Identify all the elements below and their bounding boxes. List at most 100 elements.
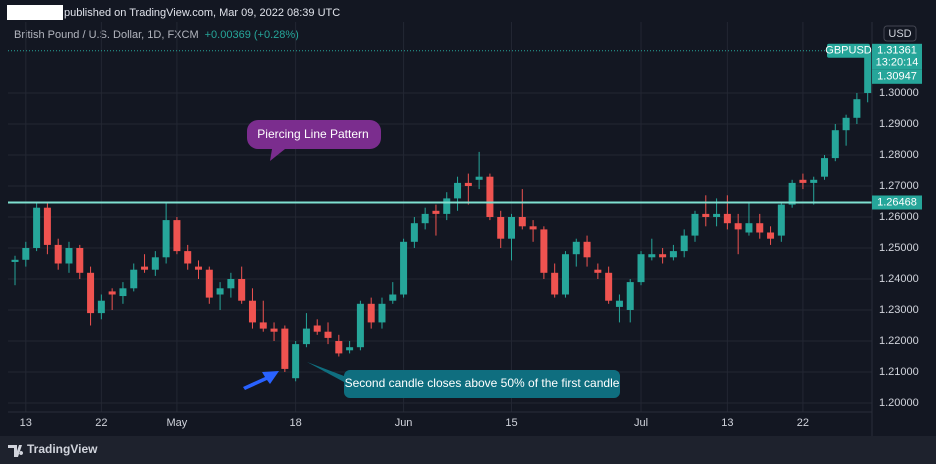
candle-body [756, 223, 764, 233]
y-tick-label: 1.28000 [879, 149, 919, 161]
candle-body [216, 288, 224, 295]
candle-body [702, 213, 710, 217]
y-tick-label: 1.23000 [879, 304, 919, 316]
candle-body [626, 282, 634, 311]
candle-body [540, 229, 548, 273]
candle-body [367, 303, 375, 323]
candle-body [410, 223, 418, 242]
candle-body [551, 272, 559, 295]
candle-body [97, 300, 105, 314]
y-tick-label: 1.24000 [879, 273, 919, 285]
candle-body [508, 217, 516, 239]
callout-text: Piercing Line Pattern [257, 127, 368, 141]
candle-body [389, 294, 397, 301]
candle-body [130, 269, 138, 289]
candle-body [432, 210, 440, 214]
candle-body [313, 325, 321, 332]
candle-body [238, 279, 246, 301]
candle-body [529, 226, 537, 230]
candle-body [22, 248, 30, 260]
candle-body [54, 244, 62, 264]
candle-body [572, 241, 580, 255]
candle-body [454, 182, 462, 199]
candle-body [356, 303, 364, 348]
candle-body [594, 269, 602, 273]
footer-logo [8, 445, 24, 457]
candle-body [33, 207, 41, 249]
footer-brand: TradingView [27, 442, 98, 456]
y-tick-label: 1.27000 [879, 180, 919, 192]
candle-body [162, 220, 170, 258]
symbol-text: British Pound / U.S. Dollar, 1D, FXCM [14, 29, 199, 41]
candle-body [248, 300, 256, 323]
candle-body [723, 213, 731, 224]
candle-body [821, 158, 829, 177]
last-price-label: 1.31361 [877, 45, 917, 57]
x-tick-label: 15 [505, 417, 517, 429]
candle-body [767, 232, 775, 239]
candle-body [777, 204, 785, 236]
candle-body [400, 241, 408, 295]
candle-body [475, 176, 483, 180]
y-tick-label: 1.25000 [879, 242, 919, 254]
candle-body [853, 99, 861, 118]
x-tick-label: 22 [95, 417, 107, 429]
candle-body [745, 223, 753, 233]
candle-body [605, 272, 613, 301]
level-label: 1.26468 [877, 196, 917, 208]
candle-body [76, 248, 84, 273]
symbol-label-box [827, 43, 870, 58]
candle-body [281, 328, 289, 369]
candle-body [464, 182, 472, 186]
candle-body [87, 272, 95, 314]
candle-body [205, 269, 213, 298]
candle-body [108, 291, 116, 295]
candle-body [518, 217, 526, 227]
countdown-label: 13:20:14 [876, 57, 919, 69]
candle-body [302, 328, 310, 345]
candle-body [141, 266, 149, 270]
candle-body [324, 331, 332, 338]
published-text: published on TradingView.com, Mar 09, 20… [64, 7, 340, 19]
candle-body [799, 179, 807, 183]
candle-body [497, 217, 505, 239]
x-tick-label: Jul [634, 417, 648, 429]
candle-body [259, 322, 267, 329]
last-price-box [872, 43, 922, 70]
y-tick-label: 1.26000 [879, 211, 919, 223]
candle-body [443, 198, 451, 214]
candle-body [151, 257, 159, 270]
y-tick-label: 1.30000 [879, 87, 919, 99]
candle-body [810, 179, 818, 183]
callout-text: Second candle closes above 50% of the fi… [345, 376, 620, 390]
candle-body [173, 220, 181, 252]
candle-body [788, 182, 796, 205]
candle-body [691, 213, 699, 236]
candle-body [615, 300, 623, 307]
candle-body [270, 328, 278, 332]
candle-body [648, 254, 656, 258]
x-tick-label: 18 [290, 417, 302, 429]
plot-area [8, 22, 872, 412]
candle-body [864, 50, 872, 93]
candle-body [486, 176, 494, 217]
level-label-box [872, 195, 922, 210]
candle-body [346, 347, 354, 351]
candle-body [734, 223, 742, 230]
current-price-box [872, 69, 922, 84]
candle-body [831, 130, 839, 159]
candle-body [65, 248, 73, 264]
currency-label: USD [888, 28, 911, 40]
candle-body [184, 251, 192, 264]
candle-body [335, 341, 343, 354]
annotations: Piercing Line Pattern Second candle clos… [243, 120, 620, 398]
current-price-label: 1.30947 [877, 71, 917, 83]
arrow [243, 371, 279, 390]
candle-body [713, 213, 721, 217]
callout-bubble [247, 120, 381, 161]
callout-box [307, 362, 620, 398]
candle-body [669, 251, 677, 258]
candle-body [227, 279, 235, 289]
candle-body [43, 207, 51, 245]
